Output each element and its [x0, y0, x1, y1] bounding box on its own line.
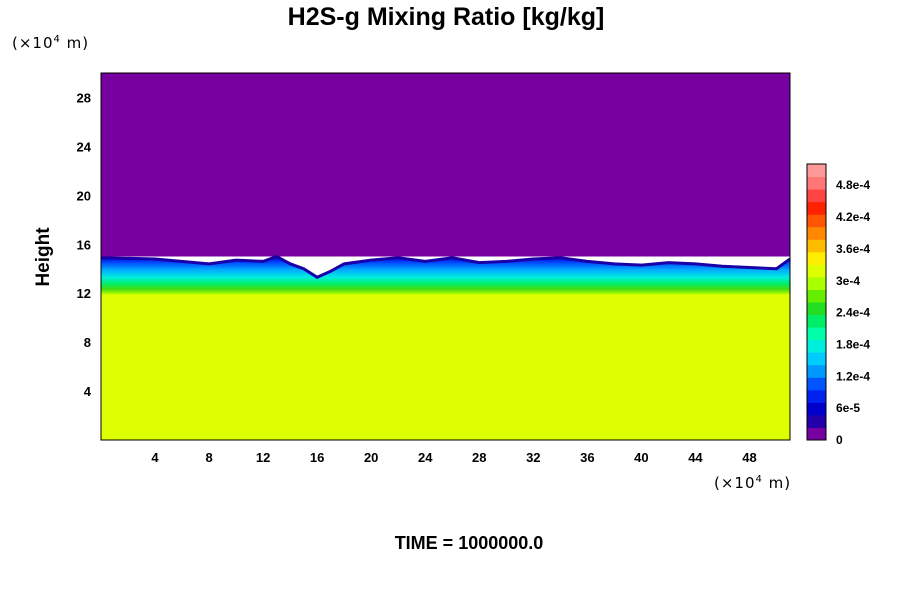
colorbar-swatch	[807, 251, 826, 265]
colorbar-swatch	[807, 364, 826, 378]
mixing-interface-band	[101, 256, 790, 295]
y-tick-label: 24	[77, 139, 92, 154]
colorbar-swatch	[807, 176, 826, 190]
colorbar-swatch	[807, 314, 826, 328]
x-tick-label: 40	[634, 450, 648, 465]
x-unit-suffix: m)	[763, 474, 791, 492]
colorbar-swatch	[807, 214, 826, 228]
colorbar-tick-label: 6e-5	[836, 401, 860, 415]
plot-area	[100, 72, 791, 441]
x-tick-label: 44	[688, 450, 703, 465]
y-axis-unit: (×104 m)	[12, 34, 89, 52]
colorbar-swatch	[807, 289, 826, 303]
y-axis-label: Height	[33, 227, 54, 287]
colorbar-swatch	[807, 414, 826, 428]
x-tick-label: 4	[151, 450, 159, 465]
region-upper-layer	[101, 73, 790, 257]
colorbar-tick-labels: 0 6e-5 1.2e-4 1.8e-4 2.4e-4 3e-4 3.6e-4 4.2e-4 4…	[836, 178, 870, 447]
colorbar-swatch	[807, 226, 826, 240]
x-axis-ticks: 4 8 12 16 20 24 28 32 36 40 44 48	[151, 450, 756, 465]
colorbar-tick-label: 2.4e-4	[836, 306, 870, 320]
x-tick-label: 8	[205, 450, 212, 465]
time-label: TIME = 1000000.0	[395, 533, 544, 553]
colorbar-tick-label: 4.2e-4	[836, 210, 870, 224]
x-tick-label: 12	[256, 450, 270, 465]
colorbar-swatch	[807, 327, 826, 341]
colorbar-swatch	[807, 264, 826, 278]
y-unit-suffix: m)	[61, 34, 89, 52]
x-tick-label: 32	[526, 450, 540, 465]
x-tick-label: 28	[472, 450, 486, 465]
colorbar-swatch	[807, 389, 826, 403]
y-tick-label: 20	[77, 188, 91, 203]
region-lower-layer	[101, 293, 790, 440]
x-tick-label: 24	[418, 450, 433, 465]
colorbar-swatch	[807, 239, 826, 253]
y-tick-label: 12	[77, 286, 91, 301]
colorbar-swatch	[807, 164, 826, 178]
x-unit-exponent: 4	[756, 474, 763, 485]
colorbar-swatch	[807, 402, 826, 416]
y-unit-exponent: 4	[54, 34, 61, 45]
colorbar-swatch	[807, 189, 826, 203]
colorbar-swatch	[807, 201, 826, 215]
colorbar-swatch	[807, 352, 826, 366]
colorbar-tick-label: 3.6e-4	[836, 242, 870, 256]
chart-title: H2S-g Mixing Ratio [kg/kg]	[288, 3, 605, 31]
x-tick-label: 20	[364, 450, 378, 465]
colorbar-frame	[806, 163, 827, 441]
y-unit-prefix: (×10	[12, 34, 54, 52]
x-unit-prefix: (×10	[714, 474, 756, 492]
colorbar-tick-label: 0	[836, 433, 843, 447]
colorbar-tick-label: 1.8e-4	[836, 337, 870, 351]
colorbar-swatch	[807, 339, 826, 353]
y-tick-label: 4	[84, 384, 92, 399]
x-tick-label: 16	[310, 450, 324, 465]
colorbar-swatch	[807, 427, 826, 441]
colorbar-tick-label: 4.8e-4	[836, 178, 870, 192]
y-tick-label: 16	[77, 237, 91, 252]
plot-frame	[100, 72, 791, 441]
colorbar-swatch	[807, 276, 826, 290]
x-axis-unit: (×104 m)	[714, 474, 791, 492]
interface-top-edge	[100, 254, 791, 279]
y-tick-label: 28	[77, 90, 91, 105]
x-tick-label: 48	[742, 450, 756, 465]
colorbar-tick-label: 3e-4	[836, 274, 860, 288]
y-tick-label: 8	[84, 335, 91, 350]
colorbar-swatch	[807, 377, 826, 391]
colorbar-swatch	[807, 302, 826, 316]
colorbar	[806, 163, 827, 441]
y-axis-ticks: 4 8 12 16 20 24 28	[77, 90, 92, 399]
x-tick-label: 36	[580, 450, 594, 465]
colorbar-tick-label: 1.2e-4	[836, 369, 870, 383]
